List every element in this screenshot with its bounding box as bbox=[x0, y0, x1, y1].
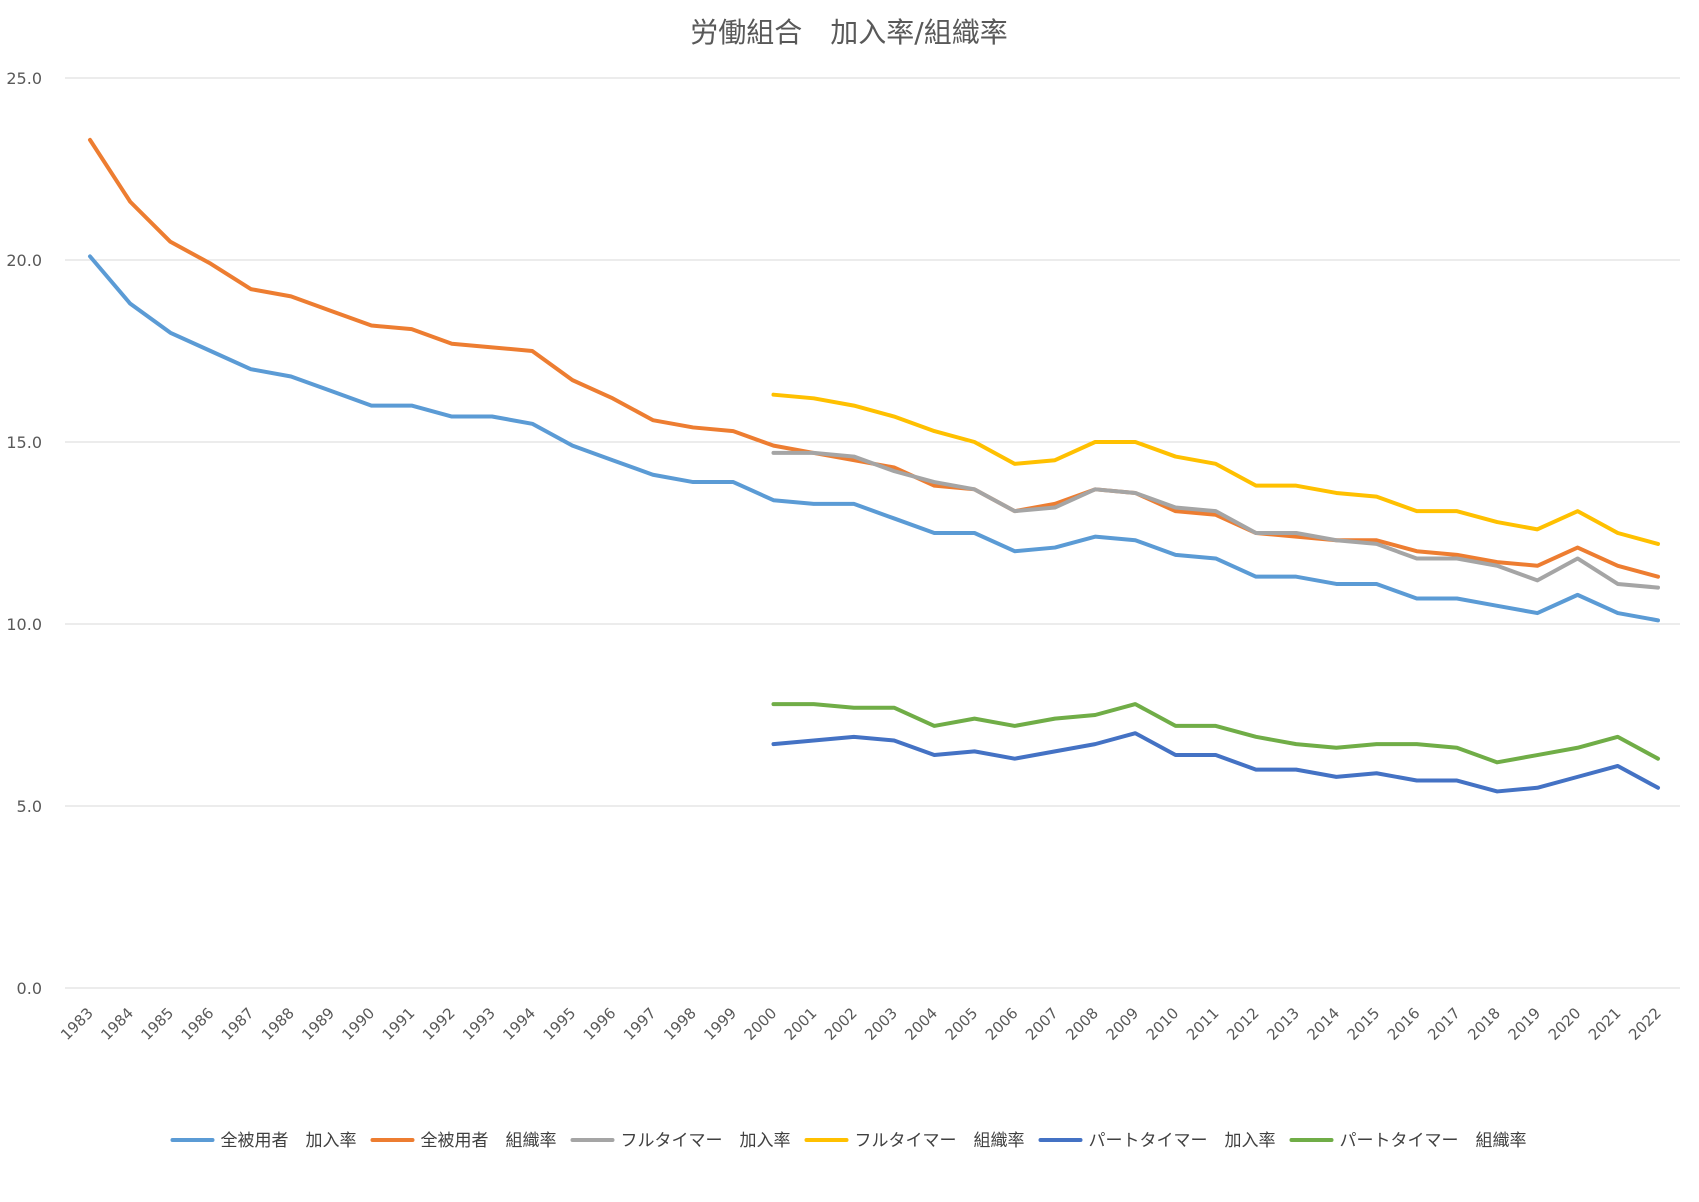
x-tick-label: 1997 bbox=[620, 1004, 660, 1044]
legend-item: パートタイマー 加入率 bbox=[1038, 1131, 1276, 1151]
x-tick-label: 1990 bbox=[339, 1004, 379, 1044]
legend-item: フルタイマー 加入率 bbox=[570, 1131, 791, 1151]
y-tick-label: 25.0 bbox=[6, 69, 42, 88]
x-tick-label: 2020 bbox=[1545, 1004, 1585, 1044]
x-tick-label: 2012 bbox=[1223, 1004, 1263, 1044]
x-tick-label: 2014 bbox=[1303, 1004, 1343, 1044]
x-tick-label: 1983 bbox=[57, 1004, 97, 1044]
series-line-6 bbox=[771, 702, 1660, 765]
x-tick-label: 2001 bbox=[781, 1004, 821, 1044]
x-tick-label: 1988 bbox=[258, 1004, 298, 1044]
x-tick-label: 2002 bbox=[821, 1004, 861, 1044]
x-tick-label: 2008 bbox=[1062, 1004, 1102, 1044]
x-tick-label: 2013 bbox=[1263, 1004, 1303, 1044]
x-tick-label: 1999 bbox=[700, 1004, 740, 1044]
legend-item: フルタイマー 組織率 bbox=[804, 1131, 1025, 1151]
x-tick-label: 2015 bbox=[1344, 1004, 1384, 1044]
y-tick-label: 5.0 bbox=[17, 797, 42, 816]
x-tick-label: 2006 bbox=[982, 1004, 1022, 1044]
y-tick-label: 10.0 bbox=[6, 615, 42, 634]
chart-title: 労働組合 加入率/組織率 bbox=[690, 16, 1007, 49]
x-tick-label: 1989 bbox=[298, 1004, 338, 1044]
x-tick-label: 2004 bbox=[901, 1004, 941, 1044]
series-line-4 bbox=[771, 392, 1660, 546]
legend-label: フルタイマー 加入率 bbox=[621, 1131, 791, 1151]
legend: 全被用者 加入率 全被用者 組織率 フルタイマー 加入率 フルタイマー 組織率 パートタ… bbox=[170, 1131, 1527, 1151]
legend-label: パートタイマー 組織率 bbox=[1340, 1131, 1527, 1151]
x-tick-label: 1998 bbox=[660, 1004, 700, 1044]
x-tick-label: 1986 bbox=[178, 1004, 218, 1044]
x-tick-label: 1995 bbox=[540, 1004, 580, 1044]
x-tick-label: 2010 bbox=[1143, 1004, 1183, 1044]
legend-label: パートタイマー 加入率 bbox=[1089, 1131, 1276, 1151]
x-tick-label: 2003 bbox=[861, 1004, 901, 1044]
y-tick-label: 20.0 bbox=[6, 251, 42, 270]
gridlines bbox=[65, 77, 1680, 989]
series-line-1 bbox=[88, 254, 1660, 623]
x-axis-ticks: 1983 1984 1985 1986 1987 1988 1989 1990 1991 1992… bbox=[57, 1004, 1665, 1044]
x-tick-label: 1992 bbox=[419, 1004, 459, 1044]
x-tick-label: 2017 bbox=[1424, 1004, 1464, 1044]
x-tick-label: 2005 bbox=[942, 1004, 982, 1044]
x-tick-label: 2009 bbox=[1102, 1004, 1142, 1044]
x-tick-label: 2007 bbox=[1022, 1004, 1062, 1044]
x-tick-label: 2021 bbox=[1585, 1004, 1625, 1044]
x-tick-label: 1991 bbox=[379, 1004, 419, 1044]
x-tick-label: 1994 bbox=[499, 1004, 539, 1044]
x-tick-label: 2018 bbox=[1464, 1004, 1504, 1044]
y-tick-label: 0.0 bbox=[17, 979, 42, 998]
x-tick-label: 1985 bbox=[138, 1004, 178, 1044]
x-tick-label: 2019 bbox=[1504, 1004, 1544, 1044]
legend-item: 全被用者 加入率 bbox=[170, 1131, 357, 1151]
x-tick-label: 2022 bbox=[1625, 1004, 1665, 1044]
x-tick-label: 1993 bbox=[459, 1004, 499, 1044]
x-tick-label: 1984 bbox=[97, 1004, 137, 1044]
legend-label: 全被用者 組織率 bbox=[421, 1131, 557, 1151]
series-line-3 bbox=[771, 450, 1660, 590]
x-tick-label: 1996 bbox=[580, 1004, 620, 1044]
legend-label: フルタイマー 組織率 bbox=[855, 1131, 1025, 1151]
y-tick-label: 15.0 bbox=[6, 433, 42, 452]
legend-label: 全被用者 加入率 bbox=[221, 1131, 357, 1151]
x-tick-label: 2016 bbox=[1384, 1004, 1424, 1044]
legend-item: パートタイマー 組織率 bbox=[1289, 1131, 1527, 1151]
x-tick-label: 1987 bbox=[218, 1004, 258, 1044]
series-lines bbox=[88, 137, 1660, 794]
y-axis-ticks: 0.0 5.0 10.0 15.0 20.0 25.0 bbox=[6, 69, 42, 998]
legend-item: 全被用者 組織率 bbox=[370, 1131, 557, 1151]
series-line-5 bbox=[771, 731, 1660, 794]
x-tick-label: 2000 bbox=[741, 1004, 781, 1044]
x-tick-label: 2011 bbox=[1183, 1004, 1223, 1044]
